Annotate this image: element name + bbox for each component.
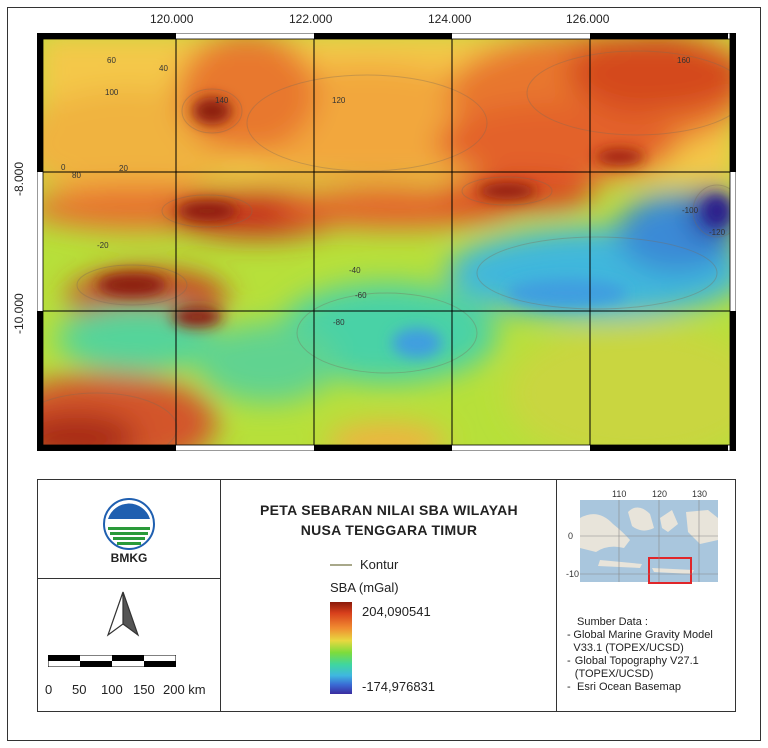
source-item: - Esri Ocean Basemap (567, 681, 681, 693)
contour-label: 120 (332, 96, 346, 105)
sba-legend-title: SBA (mGal) (330, 580, 399, 595)
contour-label: -60 (355, 291, 367, 300)
divider (37, 578, 220, 579)
bmkg-logo (102, 497, 156, 551)
x-tick-122: 122.000 (289, 12, 333, 26)
inset-x-tick: 120 (652, 489, 668, 499)
gravity-map: 60 40 100 140 120 160 80 20 0 -20 -40 -6… (0, 32, 767, 473)
x-tick-120: 120.000 (150, 12, 194, 26)
contour-line-swatch (330, 564, 352, 566)
x-tick-126: 126.000 (566, 12, 610, 26)
gravity-map-svg: 60 40 100 140 120 160 80 20 0 -20 -40 -6… (0, 32, 767, 473)
map-title-line1: PETA SEBARAN NILAI SBA WILAYAH (260, 502, 518, 518)
contour-label: 40 (159, 64, 168, 73)
divider (556, 479, 557, 712)
scale-label: 100 (101, 682, 123, 697)
page-frame (7, 7, 761, 741)
inset-y-tick: 0 (568, 531, 574, 541)
source-item: - Global Marine Gravity Model V33.1 (TOPE… (567, 629, 713, 654)
contour-label: -40 (349, 266, 361, 275)
contour-label: 140 (215, 96, 229, 105)
north-arrow-icon (103, 590, 143, 640)
divider (220, 479, 221, 712)
x-tick-124: 124.000 (428, 12, 472, 26)
inset-x-tick: 130 (692, 489, 708, 499)
scale-label: 50 (72, 682, 87, 697)
sources-block: Sumber Data : - Global Marine Gravity Mod… (567, 616, 735, 694)
scale-label: 0 (45, 682, 53, 697)
contour-label: -80 (333, 318, 345, 327)
contour-label: -20 (97, 241, 109, 250)
y-tick-minus8: -8.000 (12, 161, 26, 196)
contour-label: 0 (61, 163, 66, 172)
contour-label: -120 (709, 228, 726, 237)
contour-legend-label: Kontur (360, 557, 399, 572)
scale-label: 200 km (163, 682, 206, 697)
inset-x-tick: 110 (612, 489, 627, 499)
sba-min-value: -174,976831 (362, 679, 436, 694)
contour-label: 80 (72, 171, 81, 180)
scale-bar (47, 654, 177, 668)
scale-label: 150 (133, 682, 155, 697)
legend-panel (37, 479, 736, 712)
sba-max-value: 204,090541 (362, 604, 431, 619)
source-item: - Global Topography V27.1 (TOPEX/UCSD) (567, 655, 699, 680)
y-tick-minus10: -10.000 (12, 293, 26, 334)
map-title-line2: NUSA TENGGARA TIMUR (300, 522, 478, 538)
inset-locator-map (568, 488, 723, 584)
map-title: PETA SEBARAN NILAI SBA WILAYAH NUSA TENG… (222, 500, 556, 540)
sba-color-ramp (330, 602, 352, 694)
contour-label: -100 (682, 206, 699, 215)
contour-label: 160 (677, 56, 691, 65)
contour-label: 20 (119, 164, 128, 173)
bmkg-logo-text: BMKG (110, 551, 148, 565)
contour-label: 60 (107, 56, 116, 65)
contour-label: 100 (105, 88, 119, 97)
sources-title: Sumber Data : (577, 616, 648, 628)
inset-y-tick: -10 (566, 569, 580, 579)
